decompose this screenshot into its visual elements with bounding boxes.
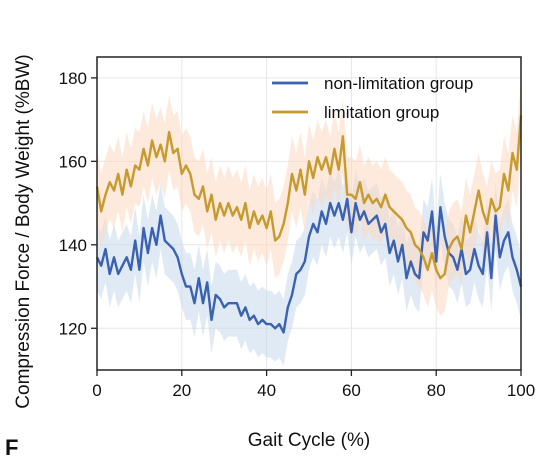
y-tick-label: 120 <box>59 319 87 338</box>
x-axis-ticks: 0 20 40 60 80 100 <box>92 370 535 400</box>
x-tick-label: 80 <box>427 381 446 400</box>
limitation-group-band <box>97 77 521 316</box>
series-lines <box>95 115 523 334</box>
panel-label: F <box>5 435 18 460</box>
legend: non-limitation group limitation group <box>272 74 473 122</box>
non-limitation-group-legend-label: non-limitation group <box>324 74 473 93</box>
limitation-group-line <box>95 115 523 280</box>
x-tick-label: 60 <box>342 381 361 400</box>
x-tick-label: 40 <box>257 381 276 400</box>
y-axis-title: Compression Force / Body Weight (%BW) <box>13 54 34 408</box>
limitation-group-legend-label: limitation group <box>324 103 439 122</box>
y-axis-ticks: 120 140 160 180 <box>59 69 97 338</box>
y-tick-label: 140 <box>59 236 87 255</box>
x-axis-title: Gait Cycle (%) <box>248 430 370 451</box>
non-limitation-group-band <box>97 165 521 366</box>
confidence-bands <box>97 77 521 366</box>
x-tick-label: 20 <box>172 381 191 400</box>
y-tick-label: 160 <box>59 152 87 171</box>
y-tick-label: 180 <box>59 69 87 88</box>
non-limitation-group-line <box>95 197 523 334</box>
x-tick-label: 0 <box>92 381 101 400</box>
x-tick-label: 100 <box>507 381 535 400</box>
plot-frame <box>96 56 522 371</box>
